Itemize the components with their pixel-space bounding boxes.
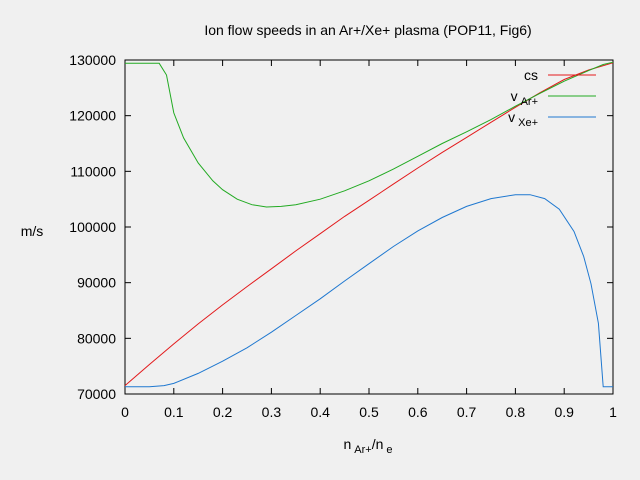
y-axis-label: m/s	[21, 223, 44, 239]
x-tick-label: 1	[609, 404, 617, 420]
x-tick-label: 0.3	[262, 404, 282, 420]
x-tick-label: 0.2	[213, 404, 233, 420]
legend: cs v Ar+v Xe+	[508, 67, 596, 129]
x-tick-label: 0.7	[457, 404, 477, 420]
plot-frame	[124, 59, 614, 395]
x-label-sub1: Ar+	[354, 444, 371, 456]
y-tick-label: 90000	[77, 275, 116, 291]
x-tick-label: 0.9	[554, 404, 574, 420]
x-tick-label: 0.6	[408, 404, 428, 420]
series-line-0	[124, 62, 614, 386]
y-tick-label: 80000	[77, 330, 116, 346]
plot-border	[124, 59, 614, 395]
x-label-n1: n	[343, 436, 351, 452]
chart-title: Ion flow speeds in an Ar+/Xe+ plasma (PO…	[204, 22, 531, 38]
legend-label-1: v Ar+	[511, 88, 538, 108]
y-axis: 70000 80000 90000 100000 110000 120000 130000	[69, 52, 613, 402]
y-tick-label: 70000	[77, 386, 116, 402]
series-line-2	[125, 194, 613, 388]
x-axis-label: n Ar+/n e	[343, 436, 392, 456]
y-tick-label: 130000	[69, 52, 116, 68]
x-tick-label: 0.8	[506, 404, 526, 420]
x-label-sep: /n	[372, 436, 384, 452]
legend-label-2: v Xe+	[508, 109, 538, 129]
x-tick-label: 0.4	[310, 404, 330, 420]
y-tick-label: 120000	[69, 108, 116, 124]
series-lines	[124, 61, 614, 388]
x-tick-label: 0	[121, 404, 129, 420]
y-tick-label: 110000	[70, 163, 116, 179]
x-label-sub2: e	[386, 444, 392, 456]
x-tick-label: 0.1	[164, 404, 184, 420]
legend-label-0: cs	[524, 67, 538, 83]
x-axis: 0 0.1 0.2 0.3 0.4 0.5 0.6 0.7 0.8 0.9 1	[121, 60, 617, 420]
series-line-1	[125, 61, 614, 208]
y-tick-label: 100000	[69, 219, 116, 235]
x-tick-label: 0.5	[359, 404, 379, 420]
